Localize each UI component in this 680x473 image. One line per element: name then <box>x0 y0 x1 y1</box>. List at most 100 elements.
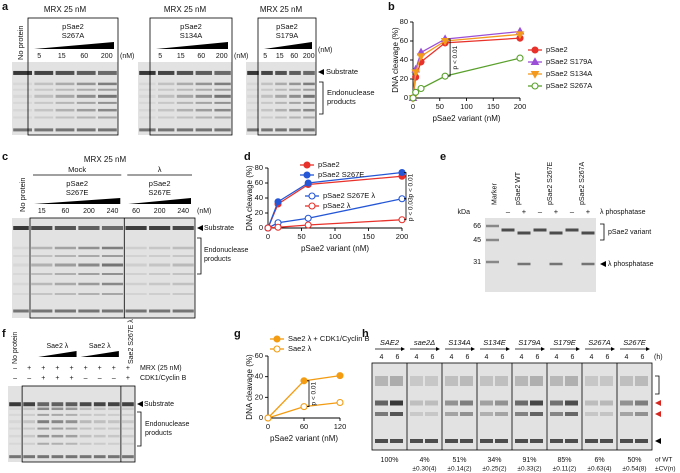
lane-label: 15 <box>58 53 66 60</box>
band-label: Substrate <box>144 401 174 408</box>
y-tick-label: 0 <box>259 413 263 422</box>
gel-band <box>195 108 212 112</box>
group-label: Sae2 λ <box>46 343 68 350</box>
treatment-symbol: + <box>41 365 45 372</box>
gel-band <box>76 70 96 75</box>
time-arrowhead <box>401 347 405 351</box>
gel-band <box>9 407 21 411</box>
gel-band <box>158 108 175 112</box>
gel-band <box>76 101 96 104</box>
gel <box>8 386 135 462</box>
gel-band <box>172 293 194 295</box>
gel-band <box>122 402 134 407</box>
gel-band <box>125 293 147 295</box>
gel-band <box>495 412 508 416</box>
gel-band <box>261 116 273 119</box>
unit-label: (h) <box>654 354 663 361</box>
gel-band <box>176 108 194 112</box>
band-arrow <box>600 261 606 267</box>
gel-band <box>486 238 499 242</box>
gel-band <box>303 88 315 91</box>
gel-band <box>13 273 29 275</box>
band-arrow <box>655 438 661 444</box>
treatment-symbol: + <box>27 365 31 372</box>
percent-label: 91% <box>522 457 536 464</box>
gel-band <box>549 231 563 235</box>
gel-band <box>565 412 578 416</box>
legend-label: Sae2 λ <box>288 344 312 353</box>
gel-band <box>390 400 403 406</box>
x-tick-label: 50 <box>436 102 444 111</box>
lane-label: 5 <box>263 53 267 60</box>
gel-band <box>172 282 194 286</box>
gel-band <box>195 88 212 91</box>
gel-band <box>275 128 287 132</box>
x-tick-label: 200 <box>514 102 527 111</box>
gel-band <box>486 260 499 264</box>
treatment-symbol: + <box>84 365 88 372</box>
gel-band <box>78 246 100 250</box>
cv-label: ±0.63(4) <box>587 466 611 473</box>
gel-band <box>122 413 134 416</box>
time-label: 4 <box>590 354 594 361</box>
point <box>336 372 344 380</box>
treatment-symbol: – <box>538 207 543 216</box>
gel-band <box>565 376 578 386</box>
gel-band <box>585 400 598 406</box>
band-label: Substrate <box>204 225 234 232</box>
gel-band <box>176 128 194 132</box>
lane-label: 60 <box>290 53 298 60</box>
gel-band <box>13 116 32 119</box>
x-tick-label: 200 <box>396 232 409 241</box>
gel-band <box>425 400 438 406</box>
gel-band <box>98 116 117 119</box>
group-label: Mock <box>68 165 86 174</box>
gel-band <box>93 427 106 430</box>
gel-band <box>289 101 301 104</box>
gel-band <box>176 82 194 86</box>
series-line <box>267 171 403 229</box>
gel-band <box>23 427 36 430</box>
gel-band <box>410 376 423 386</box>
time-arrowhead <box>611 347 615 351</box>
gel-band <box>107 402 120 407</box>
time-label: 4 <box>380 354 384 361</box>
gel-band <box>37 434 50 438</box>
gel-band <box>549 262 563 266</box>
unit-label: (nM) <box>120 53 134 60</box>
gel-band <box>98 82 117 86</box>
gel-band <box>172 263 194 267</box>
point <box>516 54 524 62</box>
gel-band <box>515 376 528 386</box>
gel-band <box>13 128 32 132</box>
significance-bracket <box>404 198 407 221</box>
gel-band <box>78 255 100 257</box>
legend-marker <box>273 345 281 353</box>
gel-band <box>51 455 64 459</box>
wedge <box>34 198 121 204</box>
gel-band <box>13 88 32 91</box>
point <box>441 72 449 80</box>
gel-band <box>149 226 171 230</box>
gel-band <box>122 420 134 424</box>
gel-header: MRX 25 nM <box>44 5 87 14</box>
panel-label: d <box>244 151 251 163</box>
strain-label: S267E <box>623 338 647 347</box>
gel-band <box>65 455 78 459</box>
gel-band <box>93 413 106 416</box>
gel-band <box>261 88 273 91</box>
lane-label: Marker <box>491 183 498 205</box>
protein-label: S267A <box>62 31 85 40</box>
y-axis-label: DNA cleavage (%) <box>245 354 254 420</box>
band-label: pSae2 variant <box>608 229 651 236</box>
treatment-symbol: – <box>570 207 575 216</box>
point <box>274 198 282 206</box>
strain-label: S179E <box>553 338 577 347</box>
gel-band <box>76 88 96 91</box>
gel-band <box>495 376 508 386</box>
gel-band <box>51 407 64 411</box>
gel-band <box>176 116 194 119</box>
x-tick-label: 0 <box>266 232 270 241</box>
lane-label: 15 <box>38 208 46 215</box>
